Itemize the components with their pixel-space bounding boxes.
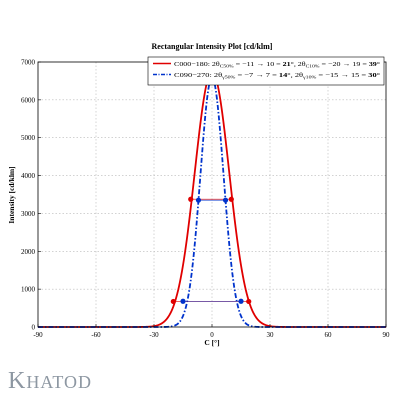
x-tick-label: 0: [210, 331, 214, 339]
series-1-marker: [246, 298, 252, 305]
series-2-marker: [222, 197, 229, 203]
series-2-marker: [195, 197, 202, 203]
series-2-marker: [238, 298, 244, 304]
y-axis-label: Intensity [cd/klm]: [7, 166, 16, 223]
x-tick-label: -60: [91, 331, 101, 339]
y-tick-label: 3000: [21, 210, 36, 218]
y-tick-label: 1000: [21, 286, 36, 294]
y-tick-label: 4000: [21, 172, 36, 180]
legend: C000−180: 2θ C50% = −11 → 10 = 21°, 2θ C10…: [147, 56, 385, 86]
series-1-marker: [188, 196, 194, 202]
grid: [38, 62, 386, 327]
x-tick-label: -30: [149, 331, 159, 339]
series-markers: [170, 196, 252, 305]
khatod-logo: KHATOD: [8, 368, 92, 395]
legend-box: [147, 56, 385, 86]
y-tick-label: 7000: [21, 59, 36, 67]
x-tick-label: 60: [325, 331, 333, 339]
y-tick-label: 6000: [21, 96, 36, 104]
x-tick-label: -90: [33, 331, 43, 339]
logo-rest: HATOD: [26, 372, 93, 392]
y-tick-label: 0: [32, 324, 36, 332]
y-tick-label: 5000: [21, 134, 36, 142]
y-tick-label: 2000: [21, 248, 36, 256]
series-1-marker: [228, 196, 234, 202]
logo-initial: K: [8, 368, 27, 394]
axis-ticks: -90 -60 -30 0 30 60 90 0 1000 2000 3000 4000 5000 600…: [21, 59, 390, 340]
legend-label-1: C000−180: 2θ C50% = −11 → 10 = 21°, 2θ C10…: [174, 61, 380, 69]
x-tick-label: 90: [383, 331, 391, 339]
x-tick-label: 30: [267, 331, 275, 339]
legend-label-2: C090−270: 2θ γ50% = −7 → 7 = 14 °, 2θ γ10% …: [174, 72, 380, 80]
series-2-marker: [180, 298, 186, 304]
chart-title: Rectangular Intensity Plot [cd/klm]: [152, 42, 273, 51]
x-axis-label: C [°]: [204, 338, 219, 347]
series-1-marker: [170, 298, 176, 305]
